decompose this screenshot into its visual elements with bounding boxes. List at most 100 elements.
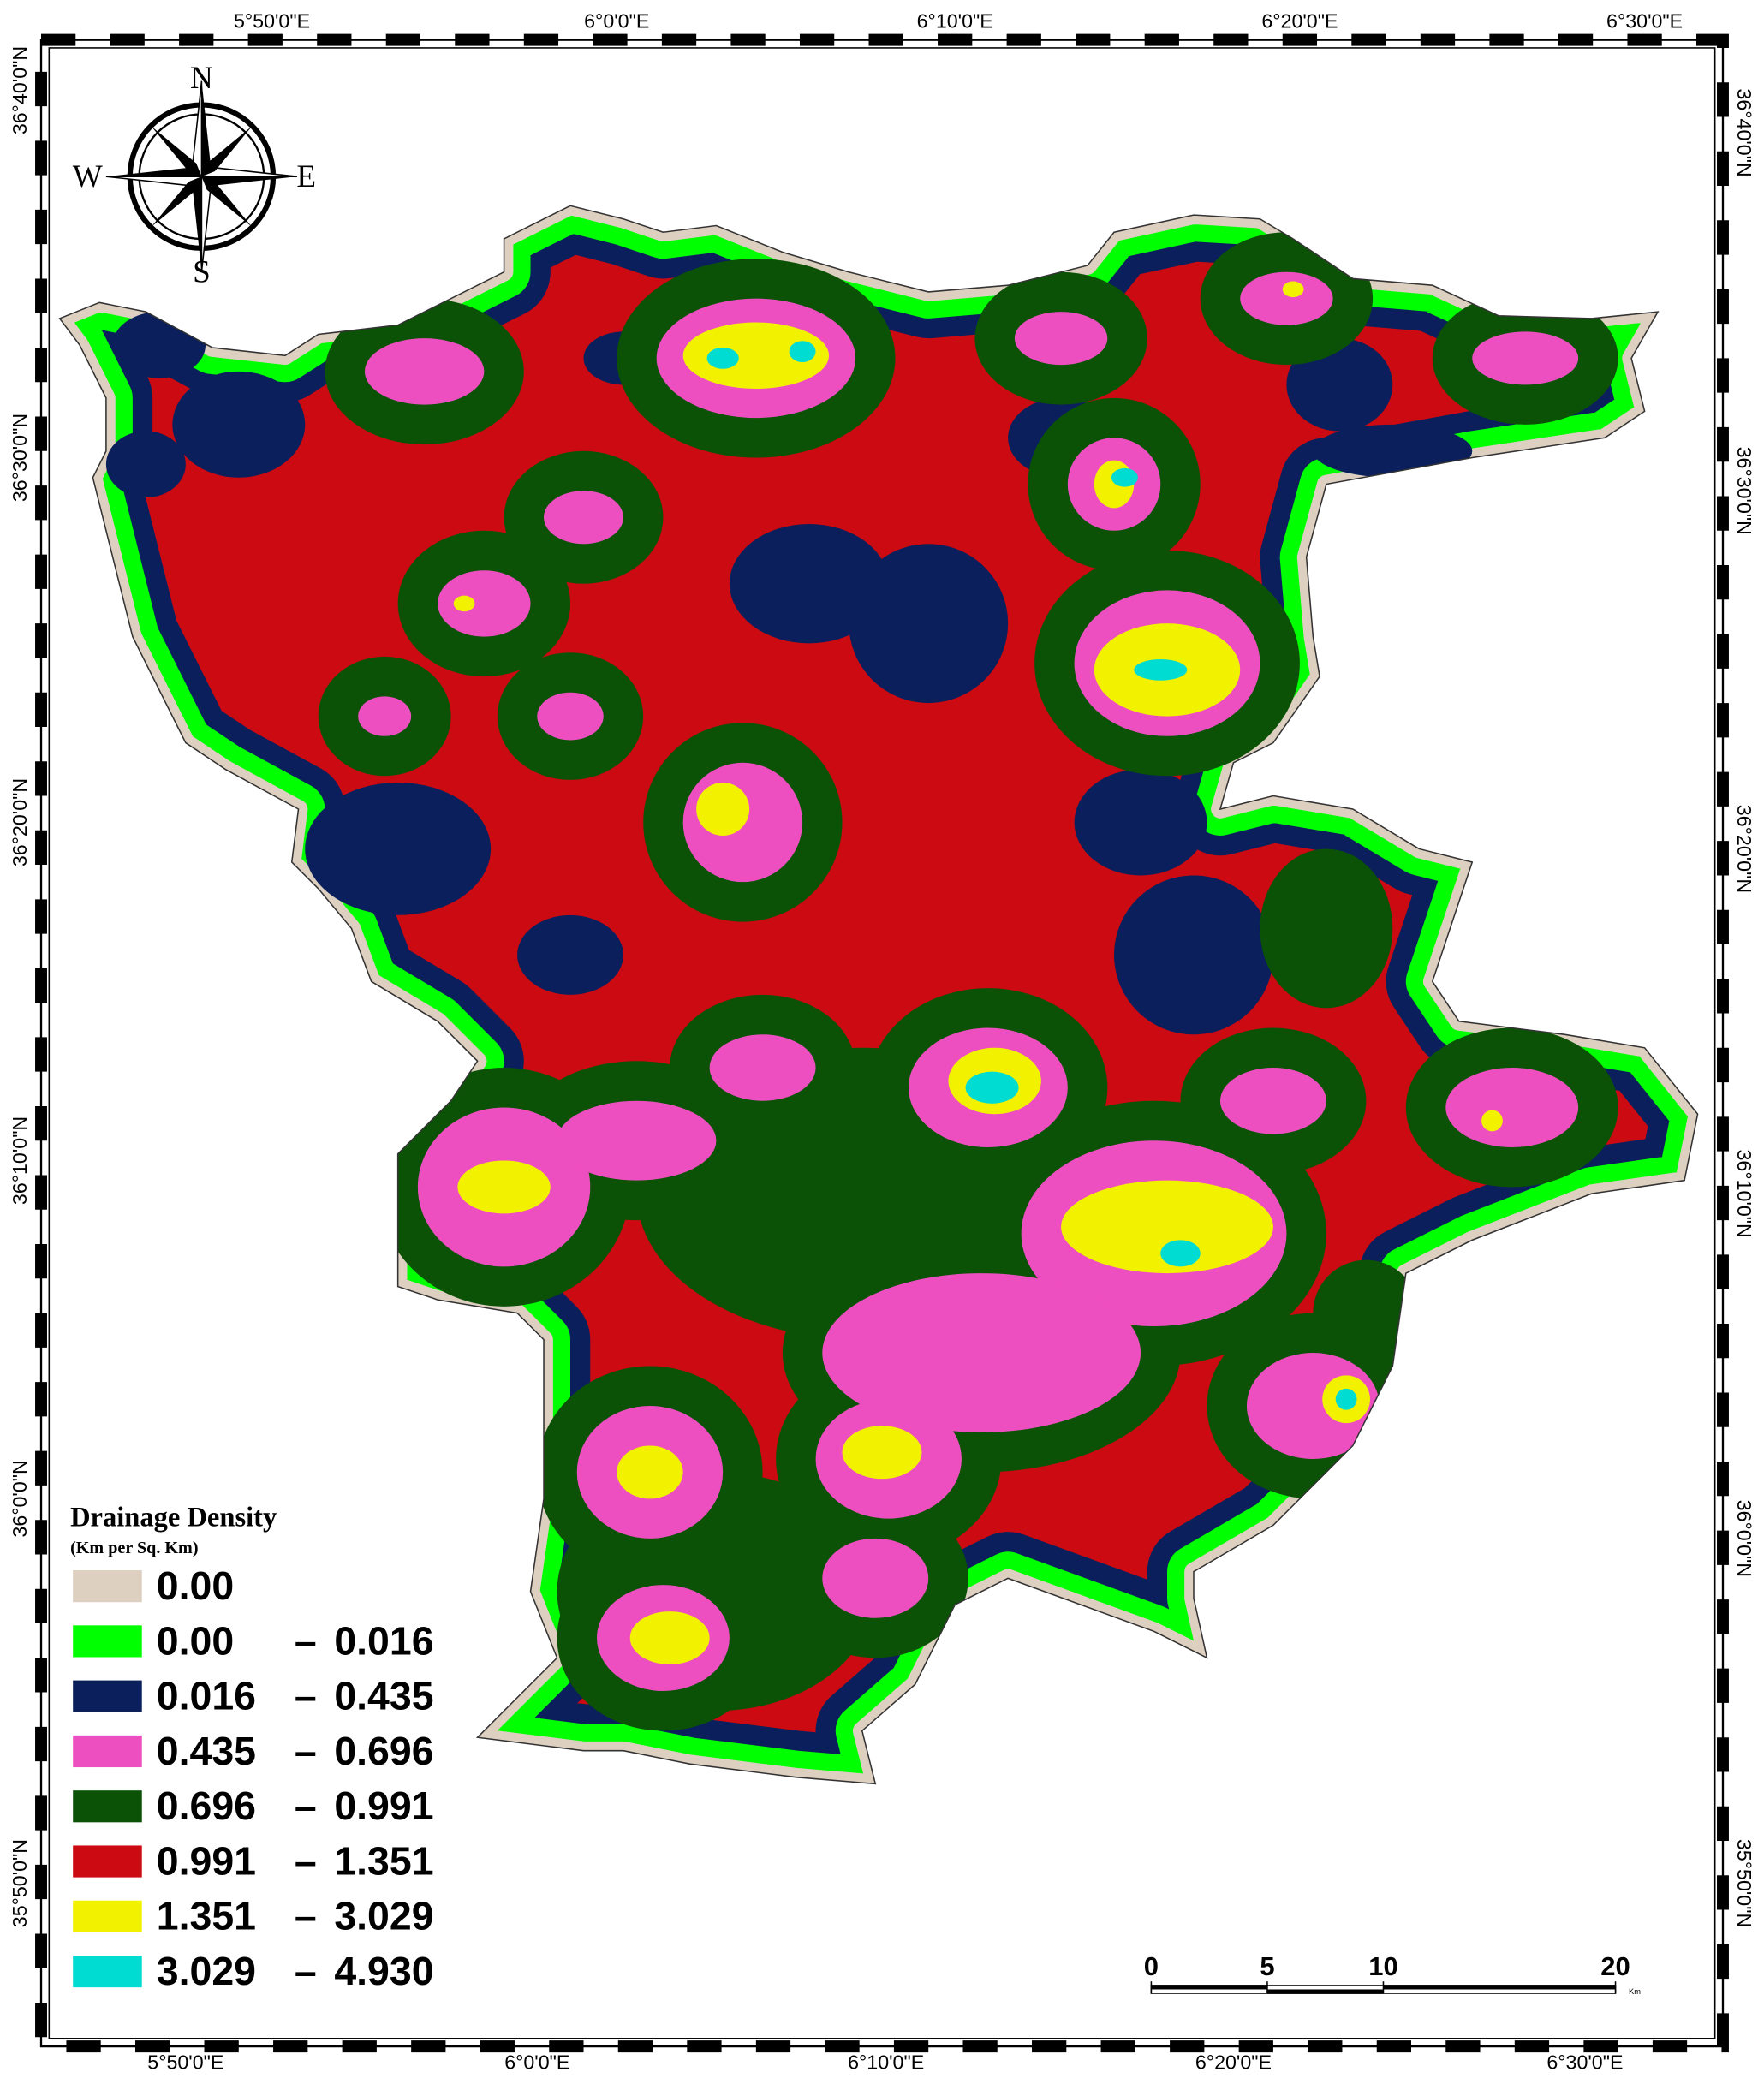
- bottom-coord-label: 5°50'0"E: [147, 2051, 223, 2073]
- left-coord-label: 36°30'0"N: [9, 414, 31, 502]
- compass-w: W: [73, 159, 103, 194]
- zone: [629, 1611, 710, 1665]
- zone: [709, 1034, 816, 1101]
- zone: [453, 595, 475, 612]
- zone: [305, 783, 492, 915]
- legend-to: 0.016: [334, 1618, 433, 1663]
- compass-point: [105, 167, 202, 177]
- scale-label: 0: [1144, 1951, 1159, 1981]
- zone: [965, 1071, 1019, 1104]
- zone: [1481, 1110, 1503, 1132]
- scale-label: 10: [1368, 1951, 1397, 1981]
- legend-from: 0.696: [157, 1783, 256, 1828]
- right-coord-label: 36°40'0"N: [1733, 88, 1755, 176]
- legend-title: Drainage Density: [70, 1503, 277, 1533]
- legend-to: 3.029: [334, 1894, 433, 1938]
- left-coord-label: 36°40'0"N: [9, 46, 31, 134]
- compass-point: [201, 126, 253, 177]
- scale-bar-segment: [1266, 1985, 1384, 1990]
- compass-point: [192, 176, 202, 272]
- bottom-coord-label: 6°20'0"E: [1195, 2051, 1272, 2073]
- zone: [1260, 848, 1393, 1009]
- zone: [822, 1538, 929, 1618]
- zone: [1219, 1068, 1326, 1134]
- zone: [1061, 1180, 1273, 1274]
- scale-bar-segment: [1266, 1989, 1384, 1994]
- top-coord-label: 6°30'0"E: [1606, 10, 1683, 33]
- frame-dashes: [35, 33, 1729, 2053]
- zone: [849, 544, 1009, 704]
- zone: [1014, 312, 1108, 366]
- basin-fill: [59, 205, 1698, 1784]
- legend-from: 0.016: [157, 1674, 256, 1718]
- basin: [58, 205, 1699, 1785]
- zone: [617, 1445, 683, 1499]
- legend-swatch: [73, 1955, 142, 1988]
- zone: [1074, 769, 1207, 876]
- legend-swatch: [73, 1680, 142, 1712]
- left-coord-label: 36°0'0"N: [9, 1460, 31, 1537]
- right-coord-label: 36°20'0"N: [1733, 805, 1755, 893]
- legend-to: 0.435: [334, 1674, 433, 1718]
- legend-to: 0.991: [334, 1783, 433, 1828]
- scale-bar: 0 5 10 20 Km: [1144, 1951, 1641, 1996]
- zone: [842, 1426, 922, 1480]
- zone: [457, 1160, 551, 1214]
- compass-point: [151, 126, 202, 177]
- zone: [557, 1100, 717, 1181]
- left-coord-label: 35°50'0"N: [9, 1839, 31, 1927]
- frame-inner: [48, 47, 1716, 2039]
- top-coord-label: 6°0'0"E: [584, 10, 649, 33]
- compass-point: [151, 176, 202, 228]
- zone: [105, 431, 186, 498]
- compass-s: S: [193, 254, 211, 289]
- compass-point: [201, 176, 297, 187]
- legend-to: 4.930: [334, 1949, 433, 1993]
- zone: [1240, 271, 1333, 325]
- zone: [822, 1273, 1141, 1432]
- zone: [358, 696, 412, 736]
- zone: [1160, 1240, 1201, 1267]
- legend: 0.000.00–0.0160.016–0.4350.435–0.6960.69…: [73, 1563, 434, 1993]
- scale-label: 20: [1600, 1951, 1630, 1981]
- top-coord-label: 6°10'0"E: [917, 10, 993, 33]
- legend-separator: –: [295, 1894, 317, 1938]
- legend-from: 0.00: [157, 1618, 234, 1663]
- zone: [1445, 1068, 1579, 1147]
- zone: [172, 371, 306, 478]
- scale-label: 5: [1260, 1951, 1274, 1981]
- compass-n: N: [190, 61, 213, 96]
- legend-swatch: [73, 1735, 142, 1768]
- right-coord-label: 35°50'0"N: [1733, 1839, 1755, 1927]
- basin-outline: [58, 205, 1699, 1785]
- top-coord-label: 6°20'0"E: [1261, 10, 1338, 33]
- top-coord-label: 5°50'0"E: [234, 10, 310, 33]
- legend-swatch: [73, 1790, 142, 1823]
- legend-to: 1.351: [334, 1838, 433, 1883]
- right-coord-label: 36°10'0"N: [1733, 1150, 1755, 1238]
- compass-point: [201, 176, 253, 228]
- legend-from: 1.351: [157, 1894, 256, 1938]
- scale-bar-segment: [1151, 1985, 1267, 1990]
- zone: [364, 338, 485, 405]
- legend-separator: –: [295, 1949, 317, 1993]
- legend-separator: –: [295, 1729, 317, 1773]
- left-coord-label: 36°10'0"N: [9, 1116, 31, 1205]
- legend-subtitle: (Km per Sq. Km): [70, 1539, 198, 1557]
- bottom-coord-label: 6°30'0"E: [1546, 2051, 1623, 2073]
- zone: [789, 341, 816, 363]
- scale-bar-segment: [1383, 1989, 1616, 1994]
- bottom-coord-label: 6°0'0"E: [504, 2051, 569, 2073]
- right-coord-label: 36°30'0"N: [1733, 447, 1755, 535]
- north-arrow: N S E W: [73, 61, 316, 289]
- zone: [1335, 1388, 1357, 1410]
- compass-e: E: [296, 159, 316, 194]
- bottom-coord-label: 6°10'0"E: [848, 2051, 924, 2073]
- compass-point: [201, 80, 212, 177]
- scale-bar-segment: [1383, 1985, 1616, 1990]
- legend-swatch: [73, 1570, 142, 1603]
- zone: [544, 491, 623, 545]
- zone: [696, 783, 750, 836]
- scale-bar-segment: [1151, 1989, 1267, 1994]
